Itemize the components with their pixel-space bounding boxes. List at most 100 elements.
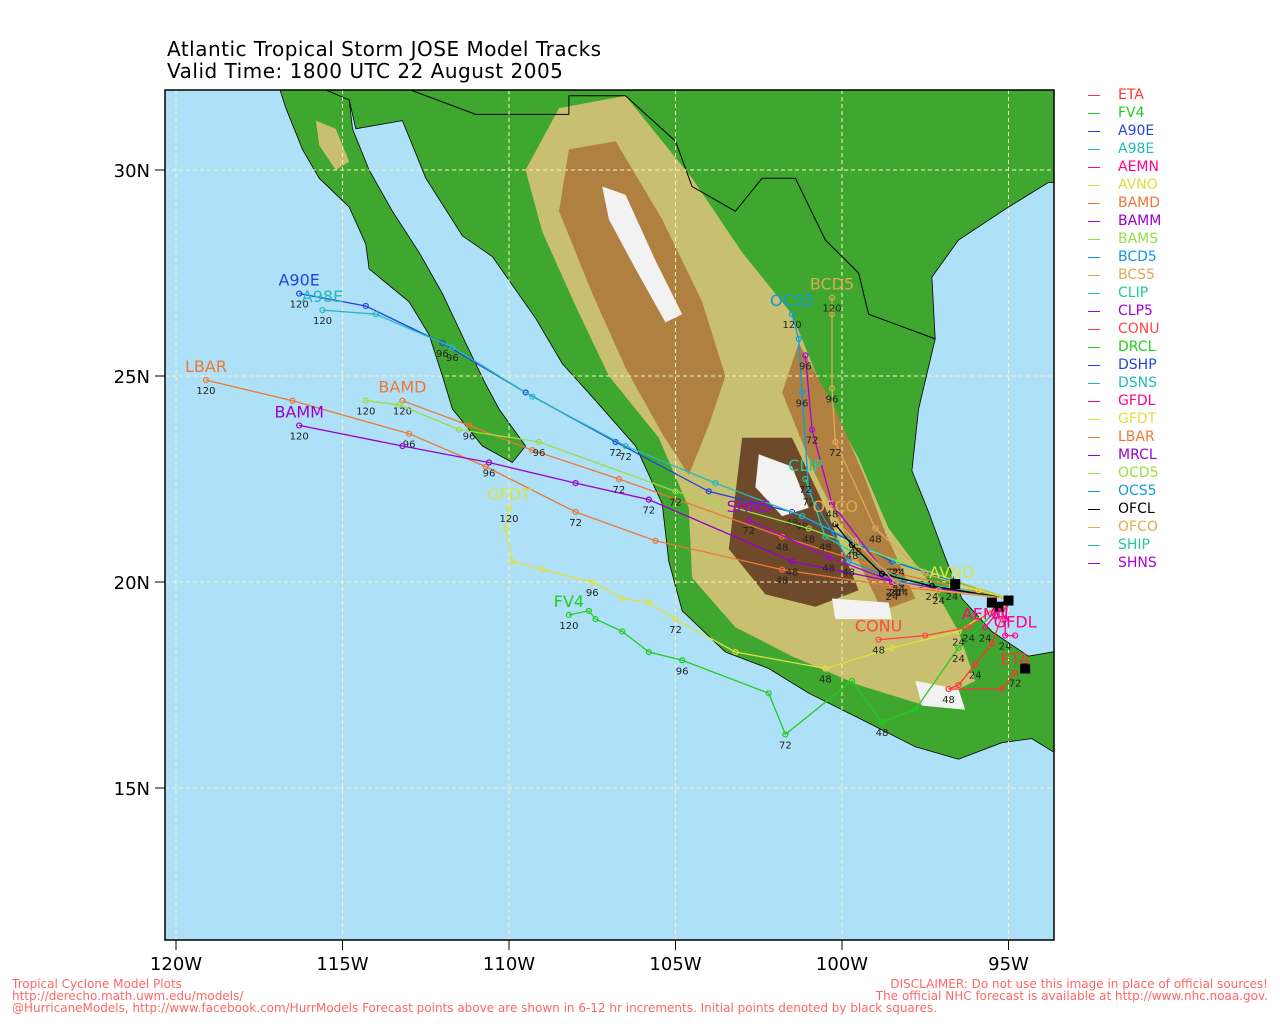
track-point-ofcl (878, 570, 886, 577)
track-point-bamd (615, 475, 622, 483)
high-peaks-central (755, 454, 809, 517)
track-point-fv4 (585, 607, 593, 614)
track-point-ocs5 (795, 335, 802, 343)
legend-swatch (1088, 310, 1100, 312)
track-point-lbar (652, 537, 659, 544)
forecast-hour-label: 48 (776, 576, 789, 587)
track-point-ocs5 (788, 311, 796, 318)
legend-swatch (1088, 472, 1100, 474)
track-point-a90e (296, 290, 303, 297)
forecast-hour-label: 24 (999, 642, 1012, 653)
track-point-gfdt (509, 558, 516, 565)
forecast-hour-label: 120 (393, 407, 412, 418)
legend-label: DSNS (1118, 375, 1158, 391)
track-point-gfdt (732, 648, 739, 656)
forecast-hour-label: 48 (786, 567, 799, 578)
latitude-tick-label: 25N (114, 367, 150, 388)
track-point-eta (998, 686, 1005, 693)
legend-swatch (1088, 94, 1100, 96)
legend-item-bamd: BAMD (1088, 194, 1161, 212)
forecast-hour-label: 24 (932, 596, 945, 607)
legend-item-clp5: CLP5 (1088, 302, 1161, 320)
track-point-gfdl (1012, 632, 1019, 639)
track-point-shns (825, 554, 832, 561)
track-point-bamm (788, 558, 796, 565)
longitude-tick-label: 105W (649, 954, 701, 975)
model-label-bcd5: BCD5 (810, 275, 854, 294)
latitude-tick-label: 20N (114, 573, 150, 594)
track-line-avno (951, 585, 1009, 600)
forecast-hour-label: 24 (952, 654, 965, 665)
legend-item-ofcl: OFCL (1088, 500, 1161, 518)
track-point-bams (396, 401, 403, 408)
track-point-bamd (465, 422, 473, 429)
model-label-a98e: A98E (302, 287, 343, 306)
legend-label: BCS5 (1118, 267, 1155, 283)
legend-swatch (1088, 508, 1100, 510)
longitude-tick-label: 115W (316, 954, 368, 975)
legend-label: BAMM (1118, 213, 1162, 229)
forecast-hour-label: 48 (942, 695, 955, 706)
legend-label: FV4 (1118, 105, 1145, 121)
forecast-hour-label: 24 (892, 580, 905, 591)
legend-item-a98e: A98E (1088, 140, 1161, 158)
track-point-clp5 (808, 426, 816, 433)
forecast-hour-label: 24 (979, 633, 992, 644)
track-line-eta (948, 598, 1016, 690)
forecast-hour-label: 96 (463, 431, 476, 442)
track-point-lbar (888, 583, 896, 590)
legend-swatch (1088, 130, 1100, 132)
track-point-ofcl (832, 521, 839, 528)
track-point-bcd5 (872, 525, 879, 532)
track-point-bams (362, 397, 369, 404)
legend-item-eta: ETA (1088, 86, 1161, 104)
forecast-hour-label: 72 (669, 625, 682, 636)
track-point-fv4 (592, 615, 599, 623)
footer-line: The official NHC forecast is available a… (875, 989, 1268, 1003)
track-point-lbar (778, 566, 786, 573)
legend-label: ETA (1118, 87, 1144, 103)
legend-swatch (1088, 238, 1100, 240)
forecast-hour-label: 24 (892, 567, 905, 578)
track-line-bamm (299, 424, 1009, 600)
track-point-gfdt (888, 644, 896, 652)
track-point-a90e (439, 339, 446, 347)
forecast-hour-label: 48 (846, 551, 859, 562)
track-line-gfdt (505, 507, 1009, 670)
track-line-gfdl (1004, 598, 1016, 637)
track-line-lbar (205, 379, 1009, 600)
model-label-clip: CLIP (788, 456, 823, 475)
legend-item-mrcl: MRCL (1088, 446, 1161, 464)
legend-label: OFCL (1118, 501, 1155, 517)
forecast-hour-label: 96 (676, 666, 689, 677)
track-point-bamd (529, 447, 536, 454)
track-point-eta (972, 661, 979, 668)
legend-item-drcl: DRCL (1088, 338, 1161, 356)
legend-item-bcs5: BCS5 (1088, 266, 1161, 284)
model-label-fv4: FV4 (554, 592, 584, 611)
legend-label: BAMS (1118, 231, 1159, 247)
track-point-lbar (202, 377, 210, 384)
track-line-bams (365, 400, 1009, 600)
forecast-hour-label: 120 (196, 386, 215, 397)
longitude-tick-label: 95W (988, 954, 1029, 975)
track-point-bamm (296, 422, 303, 429)
forecast-hour-label: 96 (586, 588, 599, 599)
forecast-hour-label: 72 (609, 448, 622, 459)
latitude-tick-label: 30N (114, 161, 150, 182)
legend-item-shns: SHNS (1088, 554, 1161, 572)
us-mexico-border (409, 90, 936, 340)
forecast-hour-label: 120 (783, 320, 802, 331)
chart-subtitle: Valid Time: 1800 UTC 22 August 2005 (167, 59, 564, 83)
track-point-fv4 (782, 731, 789, 738)
track-point-lbar (289, 397, 296, 404)
forecast-hour-label: 48 (826, 510, 839, 521)
forecast-hour-label: 72 (619, 452, 632, 463)
legend-swatch (1088, 562, 1100, 564)
forecast-hour-label: 48 (872, 646, 885, 657)
legend-swatch (1088, 544, 1100, 546)
initial-position-marker (993, 601, 1004, 612)
track-point-ofco (892, 578, 899, 586)
legend-label: A98E (1118, 141, 1155, 157)
track-point-avno (975, 587, 982, 594)
